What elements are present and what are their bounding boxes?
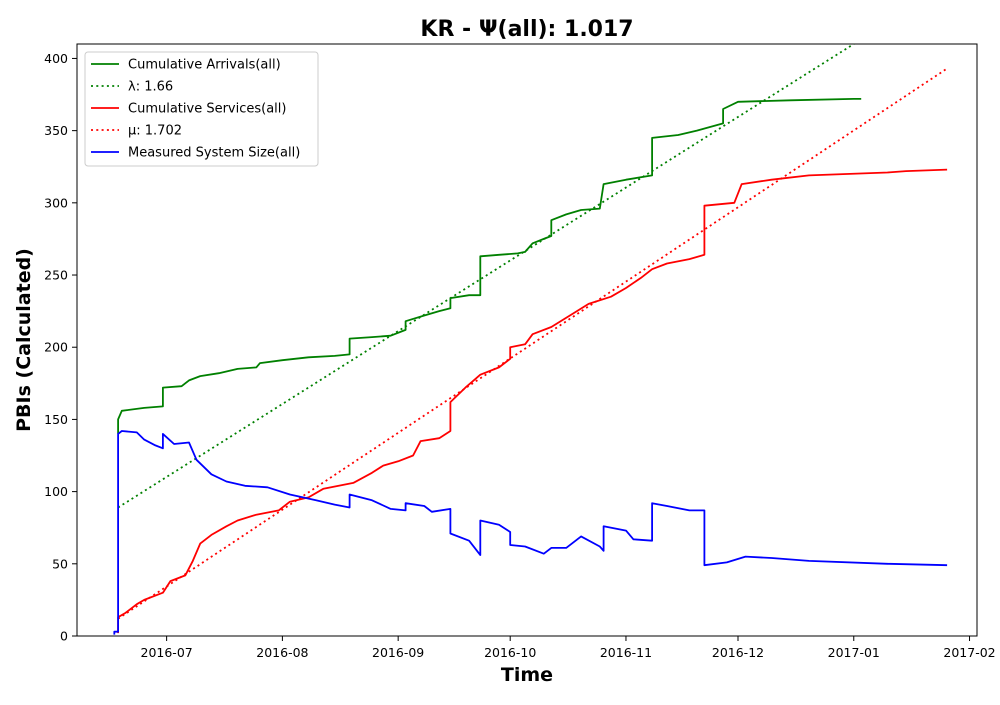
legend-label: Cumulative Arrivals(all): [128, 58, 281, 73]
y-tick-label: 300: [44, 195, 68, 210]
series-line-3: [117, 67, 948, 620]
y-tick-label: 250: [44, 268, 68, 283]
x-tick-label: 2016-07: [141, 645, 193, 660]
legend-label: μ: 1.702: [128, 124, 182, 139]
y-tick-label: 150: [44, 412, 68, 427]
legend-box: [84, 51, 319, 167]
y-tick-label: 50: [52, 556, 68, 571]
x-axis-label: Time: [501, 664, 553, 686]
axes-frame: [76, 43, 978, 637]
x-axis-ticks: 2016-07 2016-08 2016-09 2016-10 2016-11 2016-…: [141, 636, 996, 660]
series-line-2: [117, 168, 948, 634]
legend: Cumulative Arrivals(all) λ: 1.66 Cumulativ…: [84, 51, 319, 167]
y-tick-label: 200: [44, 340, 68, 355]
legend-label: Cumulative Services(all): [128, 102, 286, 117]
chart-title: KR - Ψ(all): 1.017: [420, 17, 633, 42]
x-tick-label: 2016-12: [712, 645, 764, 660]
plot-lines: [113, 44, 948, 635]
x-tick-label: 2017-01: [828, 645, 880, 660]
x-tick-label: 2016-09: [372, 645, 424, 660]
y-axis-ticks: 0 50 100 150 200 250 300 350 400: [44, 51, 77, 644]
y-tick-label: 350: [44, 123, 68, 138]
y-tick-label: 400: [44, 51, 68, 66]
legend-label: λ: 1.66: [128, 80, 173, 95]
x-tick-label: 2016-10: [484, 645, 536, 660]
legend-label: Measured System Size(all): [128, 146, 300, 161]
x-tick-label: 2017-02: [943, 645, 995, 660]
y-tick-label: 0: [60, 629, 68, 644]
series-line-1: [117, 44, 855, 509]
x-tick-label: 2016-11: [600, 645, 652, 660]
y-axis-label: PBIs (Calculated): [13, 248, 35, 432]
x-tick-label: 2016-08: [256, 645, 308, 660]
series-line-4: [113, 430, 948, 635]
y-tick-label: 100: [44, 484, 68, 499]
